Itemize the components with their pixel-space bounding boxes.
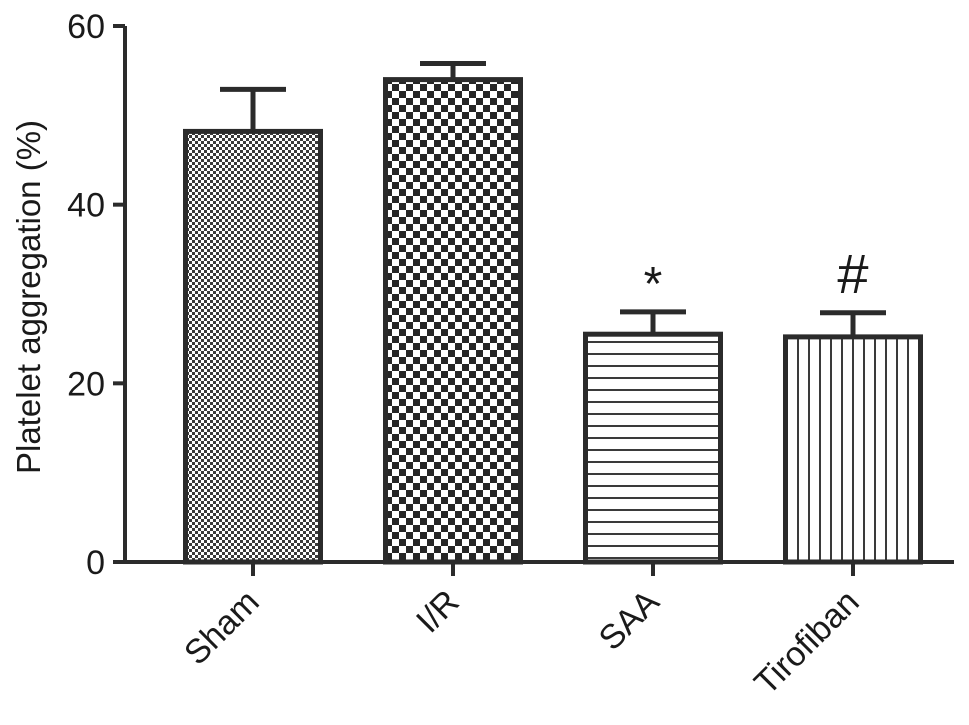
x-tick-label: Tirofiban [747, 583, 867, 703]
significance-hash: # [837, 242, 868, 305]
bar-i-r [383, 77, 523, 565]
y-tick-label: 0 [86, 544, 105, 582]
bar-saa [583, 331, 723, 565]
y-ticks: 0 20 40 60 [67, 8, 125, 582]
x-ticks: Sham I/R SAA Tirofiban [177, 562, 867, 702]
y-tick-label: 40 [67, 187, 105, 225]
significance-asterisk: * [644, 258, 663, 311]
y-axis-label: Platelet aggregation (%) [10, 120, 47, 474]
y-tick-label: 60 [67, 8, 105, 46]
bar-tirofiban [783, 334, 923, 565]
x-tick-label: SAA [592, 583, 667, 658]
y-tick-label: 20 [67, 365, 105, 403]
x-tick-label: I/R [409, 583, 467, 641]
x-tick-label: Sham [177, 583, 267, 673]
bar-sham [183, 128, 323, 565]
significance-markers: * # [644, 242, 869, 311]
error-bars [220, 61, 886, 337]
bars [183, 77, 923, 565]
